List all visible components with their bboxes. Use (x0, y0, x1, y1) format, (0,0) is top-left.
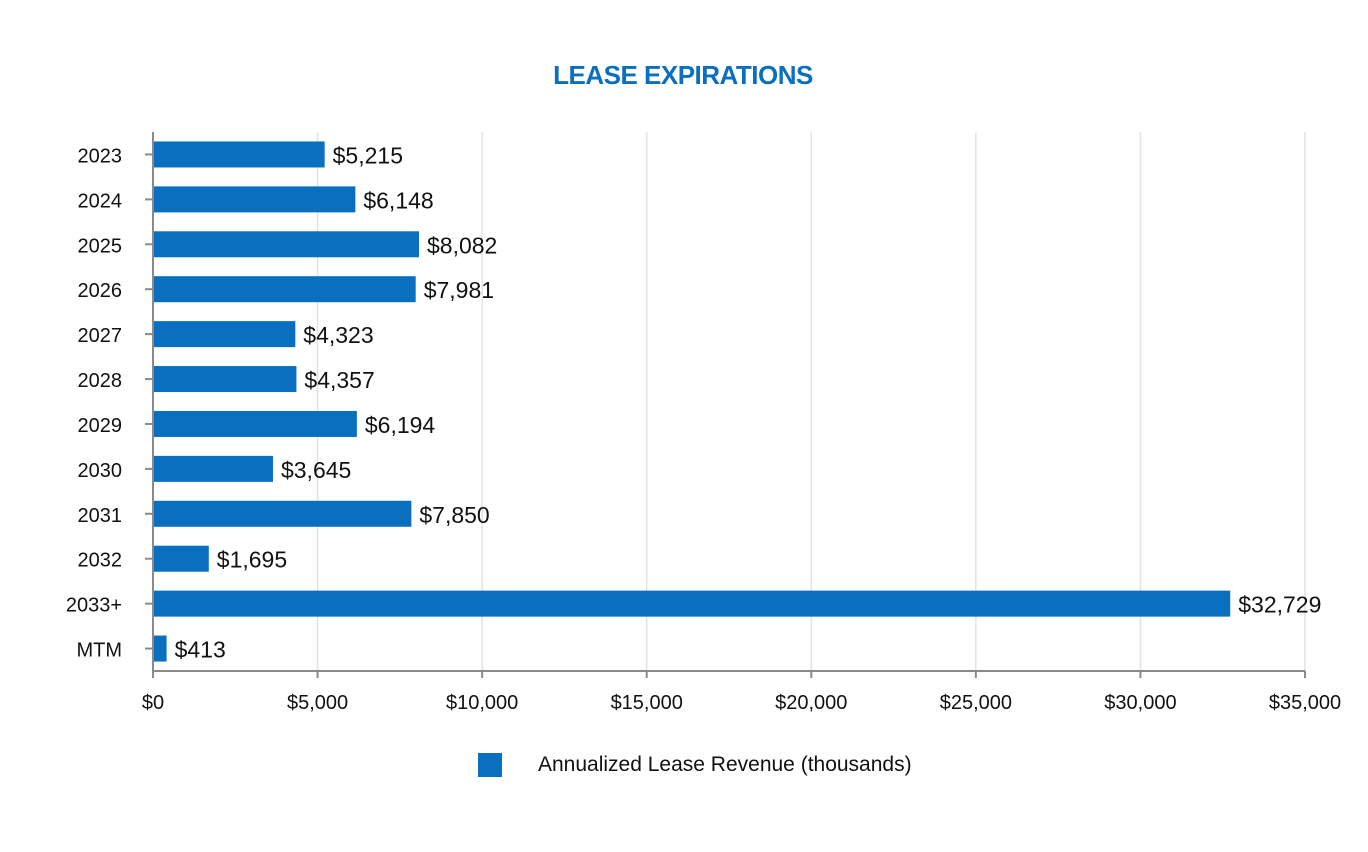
x-tick-label: $35,000 (1269, 692, 1341, 714)
bar (154, 545, 209, 572)
bar (154, 321, 296, 348)
category-label: 2030 (78, 460, 123, 482)
bar (154, 500, 412, 527)
legend-swatch (478, 753, 502, 777)
x-tick-label: $15,000 (611, 692, 683, 714)
bar (154, 141, 325, 168)
bar (154, 366, 297, 393)
chart-title: LEASE EXPIRATIONS (553, 60, 813, 90)
data-label: $1,695 (217, 547, 287, 573)
legend: Annualized Lease Revenue (thousands) (478, 752, 912, 778)
legend-label: Annualized Lease Revenue (thousands) (538, 753, 912, 776)
data-label: $4,323 (303, 322, 373, 348)
x-tick-label: $20,000 (775, 692, 847, 714)
category-label: 2029 (78, 415, 123, 437)
x-tick-label: $10,000 (446, 692, 518, 714)
category-label: 2031 (78, 505, 123, 527)
category-label: 2024 (78, 190, 123, 212)
bar (154, 455, 273, 482)
data-label: $6,148 (363, 187, 433, 213)
bar (154, 231, 420, 258)
bar (154, 590, 1231, 617)
category-label: 2027 (78, 325, 123, 347)
x-tick-label: $25,000 (940, 692, 1012, 714)
category-label: 2028 (78, 370, 123, 392)
data-label: $6,194 (365, 412, 436, 438)
category-label: 2025 (78, 235, 123, 257)
category-label: 2032 (78, 550, 123, 572)
x-tick-label: $5,000 (287, 692, 348, 714)
data-label: $7,850 (419, 502, 489, 528)
data-label: $3,645 (281, 457, 351, 483)
data-label: $8,082 (427, 232, 497, 258)
bar (154, 410, 357, 437)
bar (154, 186, 356, 213)
category-label: 2023 (78, 145, 123, 167)
data-label: $32,729 (1238, 592, 1321, 618)
data-label: $4,357 (304, 367, 374, 393)
x-tick-label: $0 (142, 692, 164, 714)
x-tick-label: $30,000 (1104, 692, 1176, 714)
category-label: 2026 (78, 280, 123, 302)
bar (154, 635, 167, 662)
category-label: 2033+ (66, 595, 122, 617)
category-label: MTM (76, 640, 122, 662)
data-label: $413 (175, 637, 226, 663)
data-label: $7,981 (424, 277, 494, 303)
data-label: $5,215 (333, 142, 403, 168)
bar (154, 276, 416, 303)
